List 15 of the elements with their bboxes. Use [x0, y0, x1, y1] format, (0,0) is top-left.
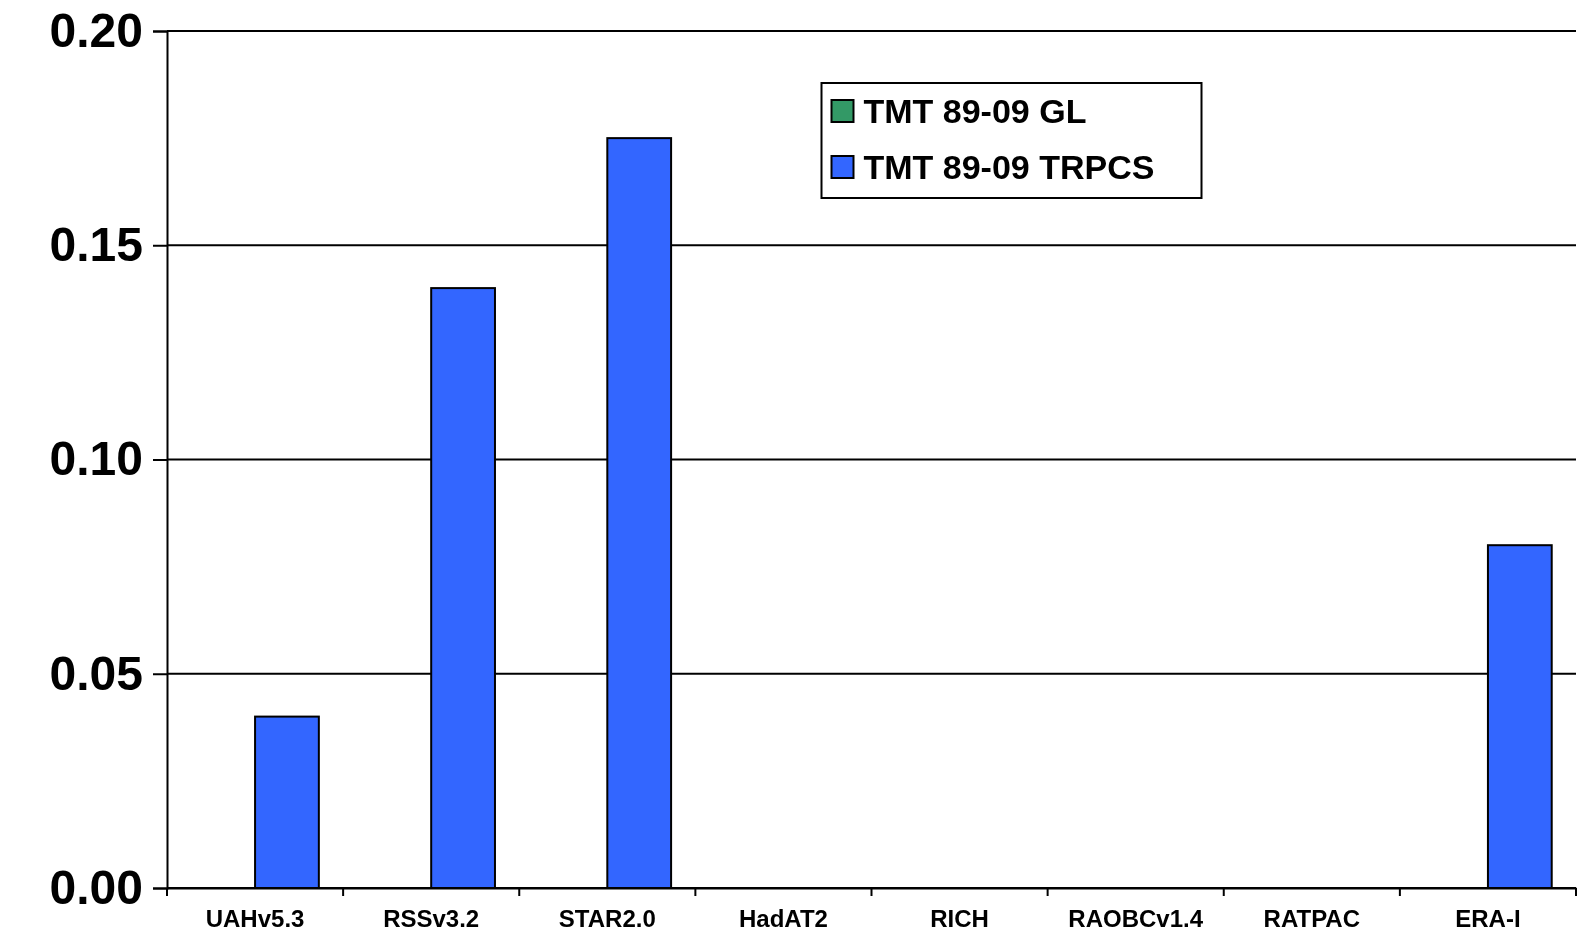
x-tick-label: UAHv5.3	[205, 905, 305, 933]
y-tick-label: 0.05	[49, 646, 143, 700]
x-tick-label: HadAT2	[738, 905, 828, 933]
legend-label: TMT 89-09 TRPCS	[863, 147, 1155, 186]
y-tick-label: 0.15	[49, 218, 143, 272]
y-tick-label: 0.10	[49, 432, 143, 486]
legend-label: TMT 89-09 GL	[863, 91, 1087, 130]
x-tick-label: RSSv3.2	[383, 905, 480, 933]
x-tick-label: STAR2.0	[558, 905, 656, 933]
x-tick-label: RICH	[930, 905, 989, 933]
y-tick-label: 0.00	[49, 860, 143, 914]
x-tick-label: RATPAC	[1263, 905, 1361, 933]
x-tick-label: RAOBCv1.4	[1068, 905, 1204, 933]
y-tick-label: 0.20	[49, 3, 143, 57]
x-tick-label: ERA-I	[1455, 905, 1521, 933]
